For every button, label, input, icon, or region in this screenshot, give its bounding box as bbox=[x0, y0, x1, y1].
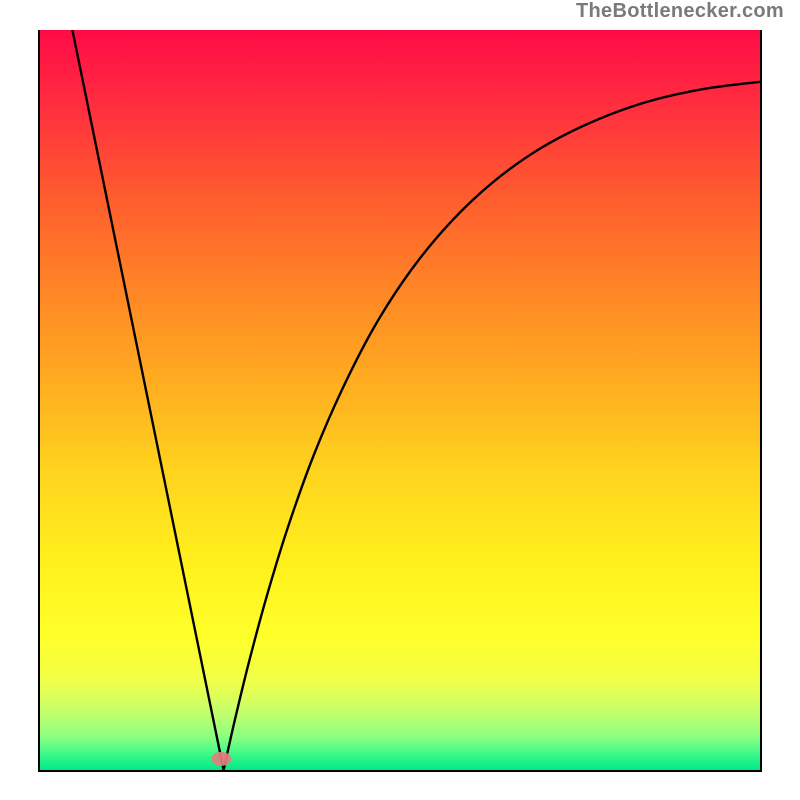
plot-border-left bbox=[38, 30, 40, 772]
optimal-point-marker bbox=[211, 752, 231, 766]
plot-border-bottom bbox=[38, 770, 762, 772]
watermark-text: TheBottlenecker.com bbox=[576, 0, 784, 23]
chart-container: TheBottlenecker.com bbox=[0, 0, 800, 800]
bottleneck-chart bbox=[0, 0, 800, 800]
plot-border-right bbox=[760, 30, 762, 772]
